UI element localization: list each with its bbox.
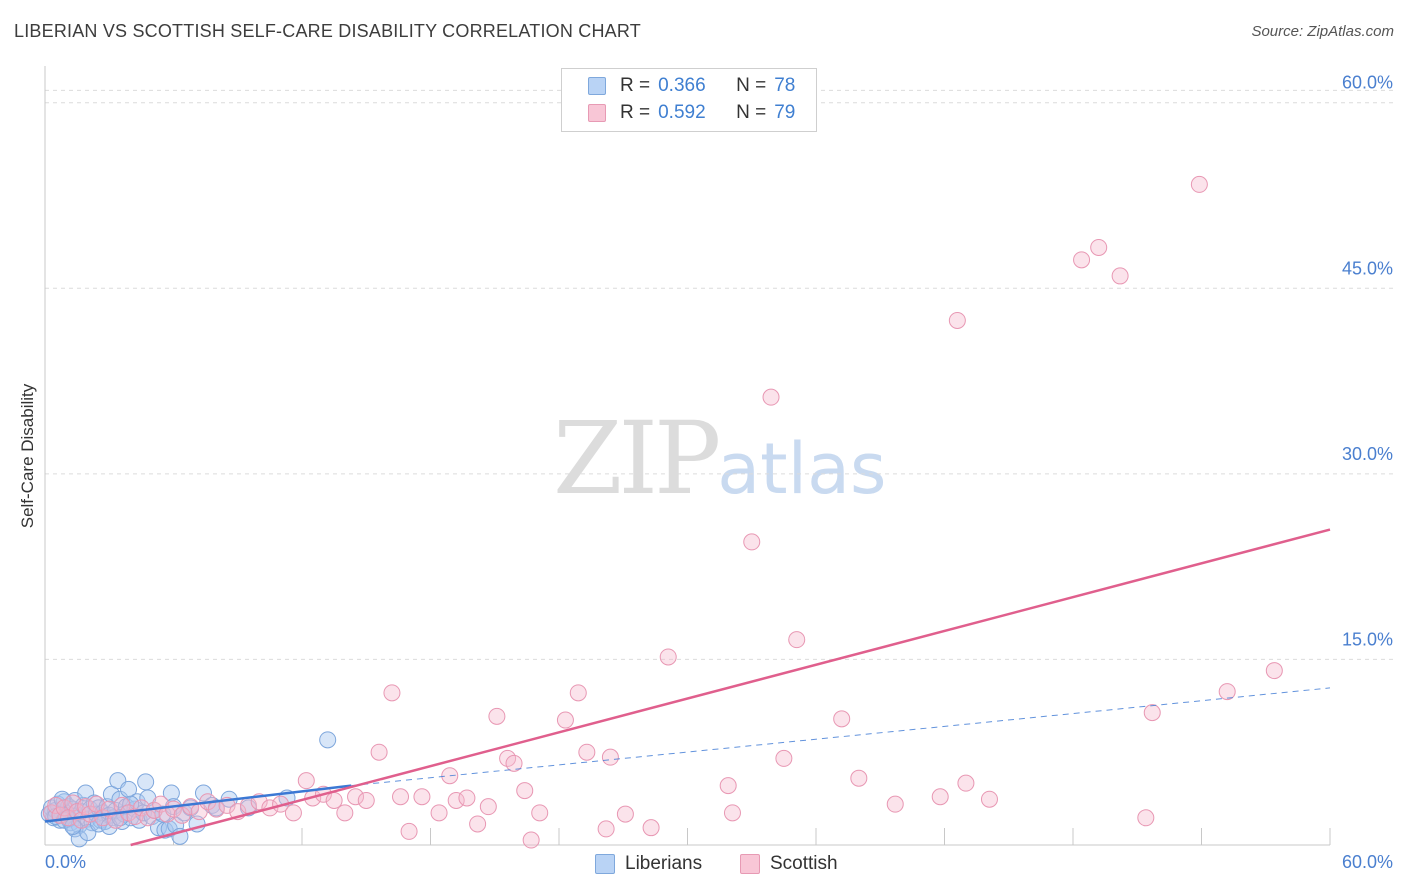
legend-swatch-liberians xyxy=(588,77,606,95)
liberians-trendline xyxy=(44,784,352,823)
scottish-point xyxy=(957,774,975,792)
scottish-point xyxy=(68,803,86,821)
scottish-point xyxy=(458,789,476,807)
scottish-point xyxy=(1111,267,1129,285)
liberians-point xyxy=(137,773,155,791)
scottish-point xyxy=(505,754,523,772)
scottish-point xyxy=(719,777,737,795)
legend-r-value-liberians: 0.366 xyxy=(658,75,706,96)
watermark-zip: ZIP xyxy=(553,400,721,517)
legend-row-liberians: R = 0.366 N = 78 xyxy=(588,74,795,98)
legend-n-label: N = xyxy=(736,102,767,123)
scottish-point xyxy=(578,743,596,761)
legend-swatch-scottish xyxy=(588,104,606,122)
scottish-point xyxy=(284,804,302,822)
legend-n-value-scottish: 79 xyxy=(774,102,796,123)
liberians-point xyxy=(319,731,337,749)
scottish-point xyxy=(931,788,949,806)
y-axis-label: Self-Care Disability xyxy=(18,383,37,529)
y-tick-label: 60.0% xyxy=(1342,73,1393,93)
scottish-point xyxy=(383,684,401,702)
scottish-point xyxy=(516,782,534,800)
scottish-point xyxy=(642,819,660,837)
liberians-point xyxy=(120,780,138,798)
scottish-point xyxy=(788,631,806,649)
legend-n-value-liberians: 78 xyxy=(774,75,796,96)
scottish-point xyxy=(659,648,677,666)
bottom-legend-scottish: Scottish xyxy=(740,852,838,876)
y-tick-label: 30.0% xyxy=(1342,444,1393,464)
scottish-point xyxy=(1073,251,1091,269)
scottish-point xyxy=(948,311,966,329)
scottish-point xyxy=(531,804,549,822)
legend-box: R = 0.366 N = 78 R = 0.592 N = 79 xyxy=(561,68,817,132)
bottom-legend-label-scottish: Scottish xyxy=(770,853,838,874)
scottish-point xyxy=(469,815,487,833)
scottish-point xyxy=(336,804,354,822)
watermark: ZIPatlas xyxy=(553,400,886,517)
scottish-point xyxy=(173,806,191,824)
watermark-atlas: atlas xyxy=(717,428,887,510)
scottish-trendline xyxy=(130,528,1331,847)
scottish-point xyxy=(522,831,540,849)
scottish-point xyxy=(886,795,904,813)
legend-r-label: R = xyxy=(620,75,651,96)
x-tick-label: 60.0% xyxy=(1342,852,1393,872)
scottish-point xyxy=(370,743,388,761)
scottish-point xyxy=(297,772,315,790)
scottish-point xyxy=(833,710,851,728)
scottish-point xyxy=(762,388,780,406)
bottom-legend-swatch-liberians xyxy=(595,854,615,874)
scottish-point xyxy=(723,804,741,822)
bottom-legend-swatch-scottish xyxy=(740,854,760,874)
scottish-point xyxy=(430,804,448,822)
y-tick-label: 15.0% xyxy=(1342,629,1393,649)
scottish-point xyxy=(87,795,105,813)
scottish-point xyxy=(601,748,619,766)
scottish-point xyxy=(182,798,200,816)
scottish-point xyxy=(392,788,410,806)
scottish-point xyxy=(1090,238,1108,256)
chart-title: LIBERIAN VS SCOTTISH SELF-CARE DISABILIT… xyxy=(14,21,641,41)
liberians-point xyxy=(194,784,212,802)
scottish-point xyxy=(64,794,82,812)
legend-n-label: N = xyxy=(736,75,767,96)
liberians-point xyxy=(102,785,120,803)
legend-r-value-scottish: 0.592 xyxy=(658,102,706,123)
legend-r-label: R = xyxy=(620,102,651,123)
scottish-point xyxy=(347,788,365,806)
bottom-legend-label-liberians: Liberians xyxy=(625,853,703,874)
bottom-legend-liberians: Liberians xyxy=(595,852,702,876)
scottish-point xyxy=(479,798,497,816)
scottish-point xyxy=(569,684,587,702)
scottish-point xyxy=(447,791,465,809)
scottish-point xyxy=(743,533,761,551)
legend-row-scottish: R = 0.592 N = 79 xyxy=(588,101,795,125)
x-tick-label: 0.0% xyxy=(45,852,86,872)
scottish-point xyxy=(1137,809,1155,827)
scottish-point xyxy=(556,711,574,729)
scottish-point xyxy=(980,790,998,808)
scottish-point xyxy=(488,707,506,725)
scottish-point xyxy=(1190,175,1208,193)
scottish-point xyxy=(55,799,73,817)
scottish-point xyxy=(775,749,793,767)
liberians-trendline-dashed xyxy=(351,687,1331,787)
y-tick-label: 45.0% xyxy=(1342,258,1393,278)
scottish-point xyxy=(616,805,634,823)
scottish-point xyxy=(400,822,418,840)
scottish-point xyxy=(597,820,615,838)
scottish-point xyxy=(413,788,431,806)
source-label: Source: ZipAtlas.com xyxy=(1251,23,1394,40)
scottish-point xyxy=(1265,662,1283,680)
scottish-point xyxy=(357,791,375,809)
scottish-point xyxy=(1218,683,1236,701)
scottish-point xyxy=(1143,704,1161,722)
liberians-point xyxy=(77,784,95,802)
scottish-point xyxy=(850,769,868,787)
